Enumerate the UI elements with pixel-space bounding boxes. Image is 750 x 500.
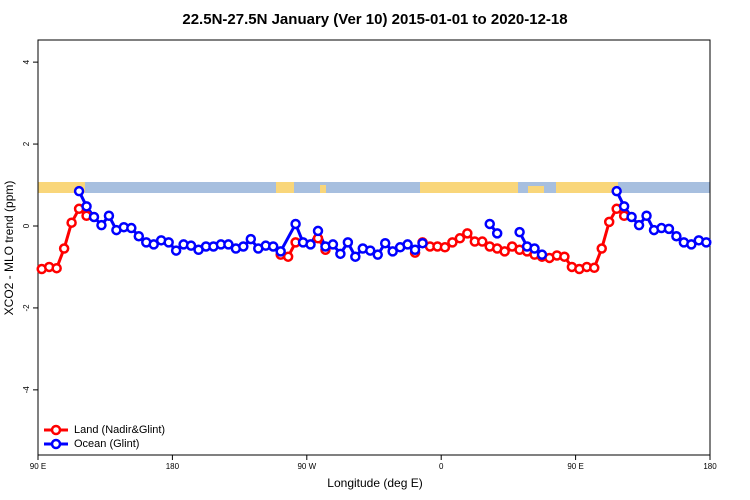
data-point [514,226,525,238]
data-point [439,242,451,253]
legend-marker [50,438,62,450]
data-point [73,185,85,197]
data-point [686,239,697,250]
data-point [163,237,174,248]
data-point [148,239,159,250]
data-point [312,225,324,237]
y-tick-label: -4 [22,386,31,394]
data-point [641,210,652,222]
data-point [484,218,495,230]
data-point [342,237,354,248]
data-point [170,245,182,256]
data-point [589,262,600,274]
data-point [417,237,428,249]
data-point [133,230,145,242]
x-tick-label: 90 E [30,462,46,471]
data-point [387,246,398,257]
data-point [51,262,62,274]
map-strip [38,182,710,193]
data-point [267,241,279,252]
data-point [633,219,645,231]
x-tick-label: 90 E [567,462,583,471]
data-point [96,219,107,231]
data-point [611,185,622,197]
legend-label: Land (Nadir&Glint) [74,424,165,436]
data-point [671,230,682,242]
chart-title: 22.5N-27.5N January (Ver 10) 2015-01-01 … [182,11,567,28]
x-tick-label: 90 W [297,462,316,471]
y-tick-label: -2 [22,304,31,312]
data-point [603,216,615,228]
data-point [409,244,421,256]
data-point [559,251,570,262]
data-point [454,233,466,244]
x-tick-label: 0 [439,462,444,471]
data-point [618,201,630,212]
data-point [499,246,510,257]
plot-frame [37,39,711,456]
y-tick-label: 4 [22,59,31,64]
data-point [379,237,391,249]
x-axis-label: Longitude (deg E) [327,476,422,490]
data-point [402,239,413,250]
y-tick-label: 2 [22,141,31,146]
data-point [275,246,286,257]
data-point [365,245,376,256]
data-point [66,217,77,228]
data-point [238,241,249,252]
data-point [88,211,100,223]
data-point [529,243,540,254]
data-point [462,228,473,239]
data-point [701,237,712,248]
data-point [536,249,548,260]
data-point [58,243,70,254]
x-tick-label: 180 [703,462,717,471]
data-point [290,218,301,230]
data-point [185,240,197,251]
data-point [350,251,361,262]
data-point [372,249,383,260]
series-line [41,206,626,271]
data-point [327,239,339,250]
data-point [596,243,607,254]
data-point [282,251,294,262]
data-point [81,201,92,212]
y-axis-label: XCO2 - MLO trend (ppm) [2,181,16,316]
data-point [491,228,503,239]
data-point [626,211,637,223]
legend-marker [50,424,62,436]
y-tick-label: 0 [22,223,31,228]
data-point [663,223,675,235]
legend-label: Ocean (Glint) [74,438,139,450]
data-point [223,239,234,250]
data-point [103,210,115,222]
data-point [245,233,257,245]
data-point [335,248,346,260]
data-point [305,239,316,250]
data-point [447,237,458,248]
data-point [126,222,137,234]
x-tick-label: 180 [166,462,180,471]
data-point [477,236,488,247]
